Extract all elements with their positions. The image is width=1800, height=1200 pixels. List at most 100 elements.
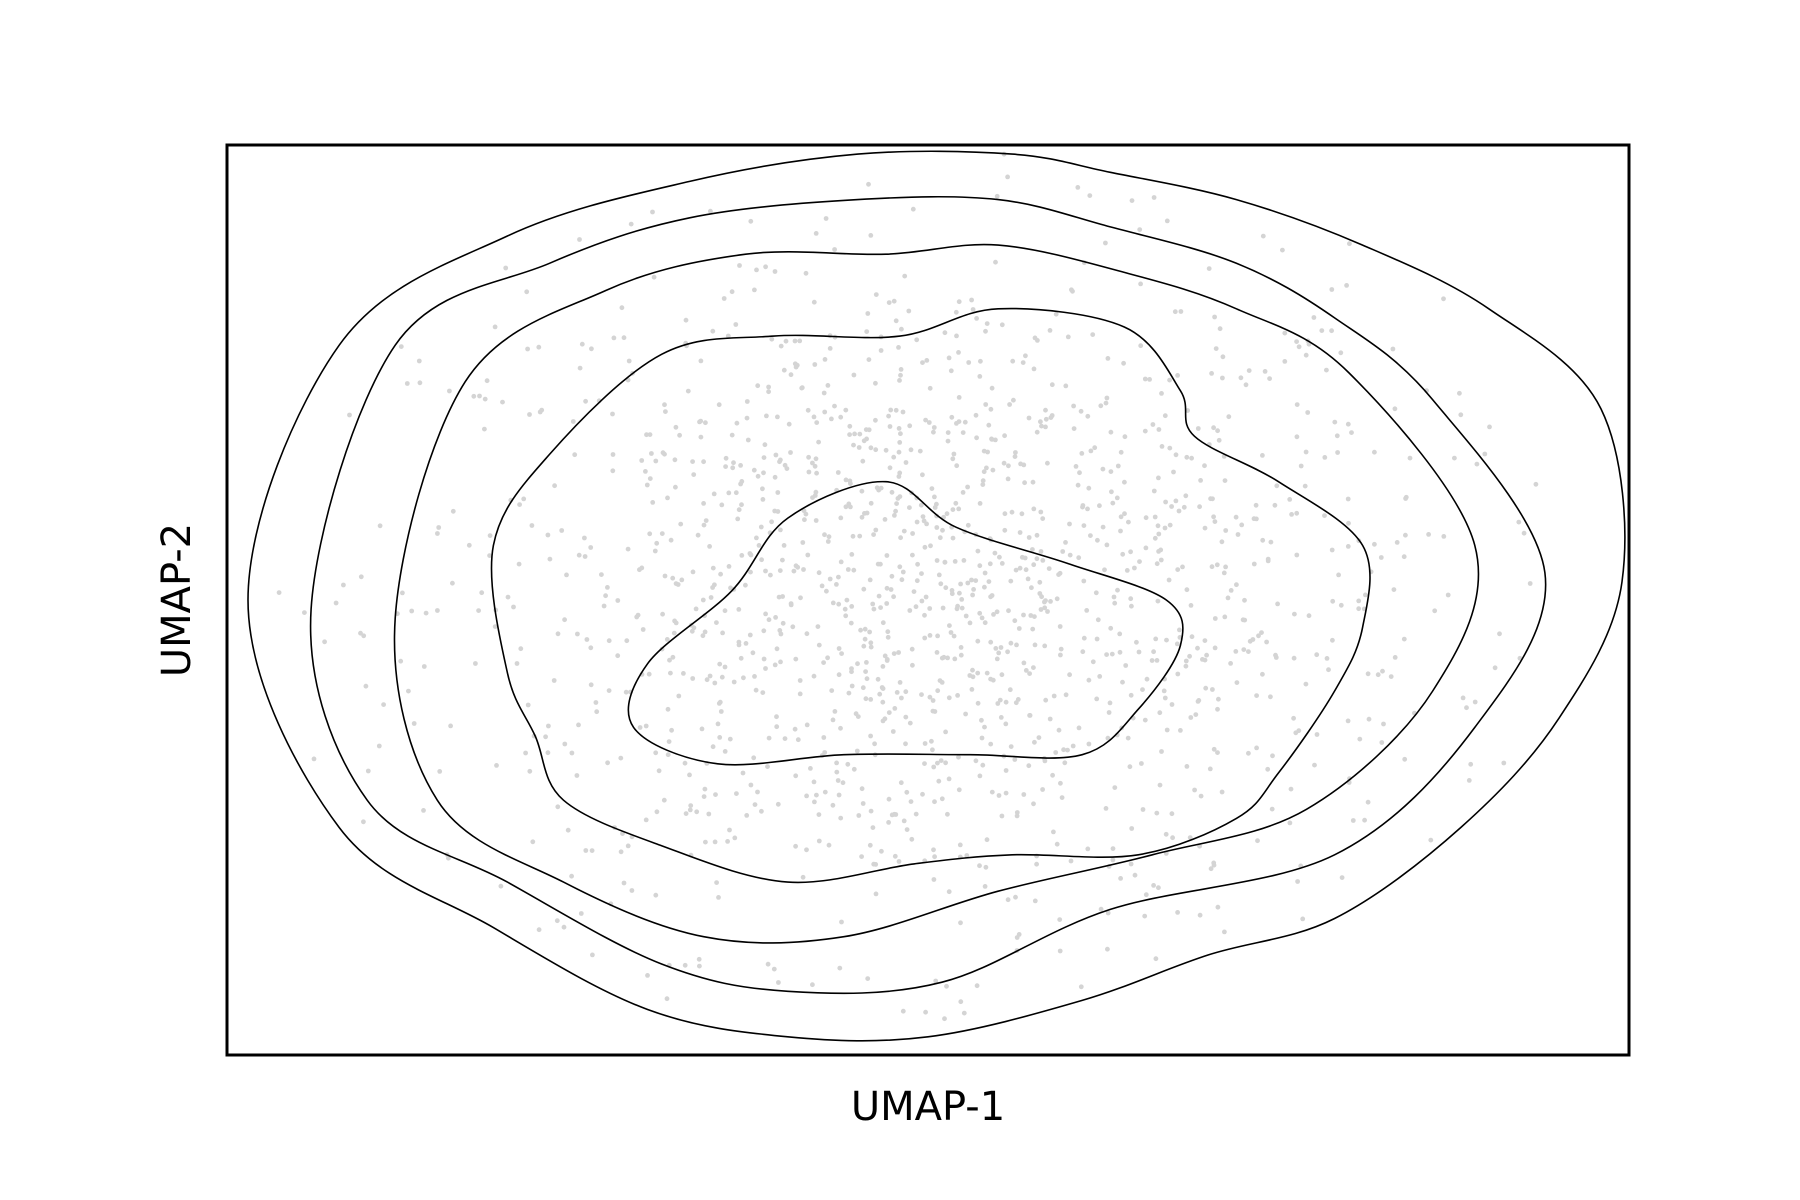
scatter-point [852,431,857,437]
scatter-point [1403,496,1408,501]
scatter-point [1078,984,1084,990]
scatter-point [993,646,999,651]
scatter-point [615,598,621,603]
scatter-point [991,612,996,617]
scatter-point [812,493,818,498]
scatter-point [1215,750,1220,755]
scatter-point [723,455,729,461]
scatter-point [701,459,706,465]
scatter-point [1268,539,1274,545]
scatter-point [1093,590,1099,596]
scatter-point [996,650,1002,656]
density-contours [247,150,1626,1042]
scatter-point [815,624,821,629]
scatter-point [1140,807,1146,812]
scatter-point [722,608,728,614]
scatter-point [810,982,815,988]
scatter-point [934,525,940,530]
scatter-point [1392,655,1398,660]
scatter-point [1381,721,1386,727]
scatter-point [484,378,490,384]
scatter-point [703,839,708,845]
scatter-point [795,737,801,743]
scatter-point [577,237,582,242]
scatter-point [1222,929,1227,935]
scatter-point [838,559,844,565]
scatter-point [1314,732,1320,737]
scatter-point [1181,504,1187,510]
scatter-point [873,292,879,297]
scatter-point [1234,680,1240,685]
scatter-point [975,638,981,644]
scatter-point [830,600,836,606]
scatter-point [931,429,936,435]
scatter-point [801,567,806,572]
scatter-point [1107,700,1113,706]
scatter-point [898,780,904,786]
scatter-point [821,390,827,396]
scatter-point [879,848,884,854]
scatter-point [741,675,746,681]
scatter-point [958,999,964,1005]
scatter-point [1032,614,1037,619]
scatter-point [856,445,862,450]
scatter-point [896,474,902,479]
scatter-point [1177,627,1182,633]
scatter-point [999,813,1005,819]
scatter-point [1104,395,1110,401]
scatter-point [1167,377,1172,383]
scatter-point [1142,428,1148,434]
scatter-point [797,338,803,344]
scatter-point [955,693,960,698]
scatter-point [834,769,840,775]
scatter-point [482,396,488,402]
scatter-point [891,298,897,304]
scatter-point [1150,422,1156,427]
scatter-point [781,543,787,548]
scatter-point [683,811,689,816]
scatter-point [1040,558,1046,563]
scatter-point [411,721,417,726]
scatter-point [1013,567,1019,573]
scatter-point [681,671,686,676]
scatter-point [1175,910,1180,915]
scatter-point [720,630,725,636]
scatter-point [965,522,971,528]
scatter-point [1243,382,1249,388]
scatter-point [1217,326,1223,332]
scatter-point [1241,647,1247,652]
scatter-point [646,671,652,677]
scatter-point [1305,410,1311,415]
scatter-point [1118,528,1123,534]
scatter-point [988,594,993,600]
scatter-point [894,501,899,506]
scatter-point [1159,444,1165,449]
scatter-point [545,750,551,756]
scatter-point [966,360,972,365]
scatter-point [668,670,673,676]
scatter-point [1162,413,1168,419]
scatter-point [1122,434,1128,440]
scatter-point [716,402,722,408]
scatter-point [890,729,896,734]
scatter-point [1098,403,1104,409]
scatter-point [365,768,371,774]
scatter-point [953,500,959,506]
scatter-point [358,630,363,636]
scatter-point [826,842,832,848]
scatter-point [1215,904,1221,910]
scatter-point [759,557,764,563]
scatter-point [898,367,904,372]
scatter-point [944,983,949,989]
scatter-point [1175,671,1181,677]
scatter-point [982,884,988,889]
scatter-point [1173,498,1179,504]
scatter-point [416,358,422,364]
scatter-point [772,508,778,514]
scatter-point [588,682,594,688]
scatter-point [726,490,732,496]
scatter-point [805,407,811,413]
scatter-point [1031,506,1037,512]
scatter-point [880,699,886,705]
scatter-point [973,412,979,418]
